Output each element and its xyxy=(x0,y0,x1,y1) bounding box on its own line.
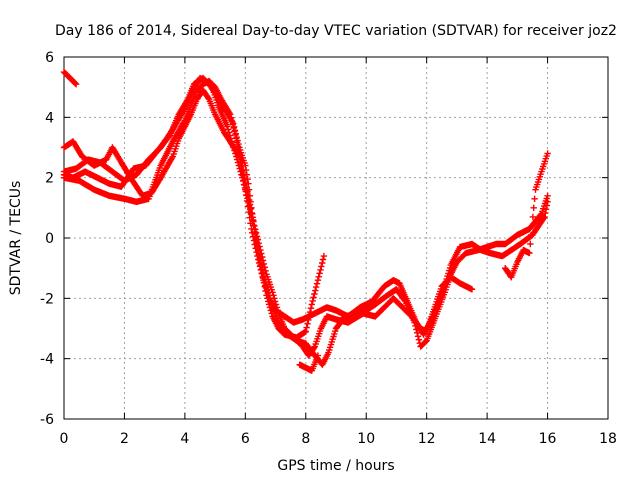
series-late-segment xyxy=(502,150,551,281)
axis-ticks xyxy=(63,56,609,420)
plus-markers xyxy=(60,74,328,341)
series-track-4 xyxy=(60,74,328,341)
y-tick-label: 4 xyxy=(45,110,54,126)
x-tick-label: 0 xyxy=(60,431,69,447)
x-tick-label: 12 xyxy=(418,431,436,447)
y-tick-label: 6 xyxy=(45,50,54,66)
y-tick-label: -2 xyxy=(40,291,54,307)
chart-title: Day 186 of 2014, Sidereal Day-to-day VTE… xyxy=(55,23,617,39)
x-tick-label: 18 xyxy=(599,431,617,447)
plus-markers xyxy=(296,352,322,374)
y-axis-label: SDTVAR / TECUs xyxy=(8,181,24,296)
x-tick-label: 10 xyxy=(357,431,375,447)
series-early-segment xyxy=(60,68,80,88)
series-dip-segment xyxy=(296,352,322,374)
y-tick-labels: -6 -4 -2 0 2 4 6 xyxy=(40,50,54,428)
y-tick-label: 0 xyxy=(45,231,54,247)
x-tick-labels: 0 2 4 6 8 10 12 14 16 18 xyxy=(60,431,617,447)
x-tick-label: 14 xyxy=(478,431,496,447)
data-series xyxy=(60,68,551,374)
x-tick-label: 6 xyxy=(241,431,250,447)
x-tick-label: 16 xyxy=(539,431,557,447)
x-tick-label: 4 xyxy=(180,431,189,447)
x-tick-label: 8 xyxy=(301,431,310,447)
x-axis-label: GPS time / hours xyxy=(277,458,394,474)
plus-markers xyxy=(502,150,551,281)
y-tick-label: -6 xyxy=(40,412,54,428)
plus-markers xyxy=(60,68,80,88)
y-tick-label: -4 xyxy=(40,352,54,368)
y-tick-label: 2 xyxy=(45,171,54,187)
x-tick-label: 2 xyxy=(120,431,129,447)
